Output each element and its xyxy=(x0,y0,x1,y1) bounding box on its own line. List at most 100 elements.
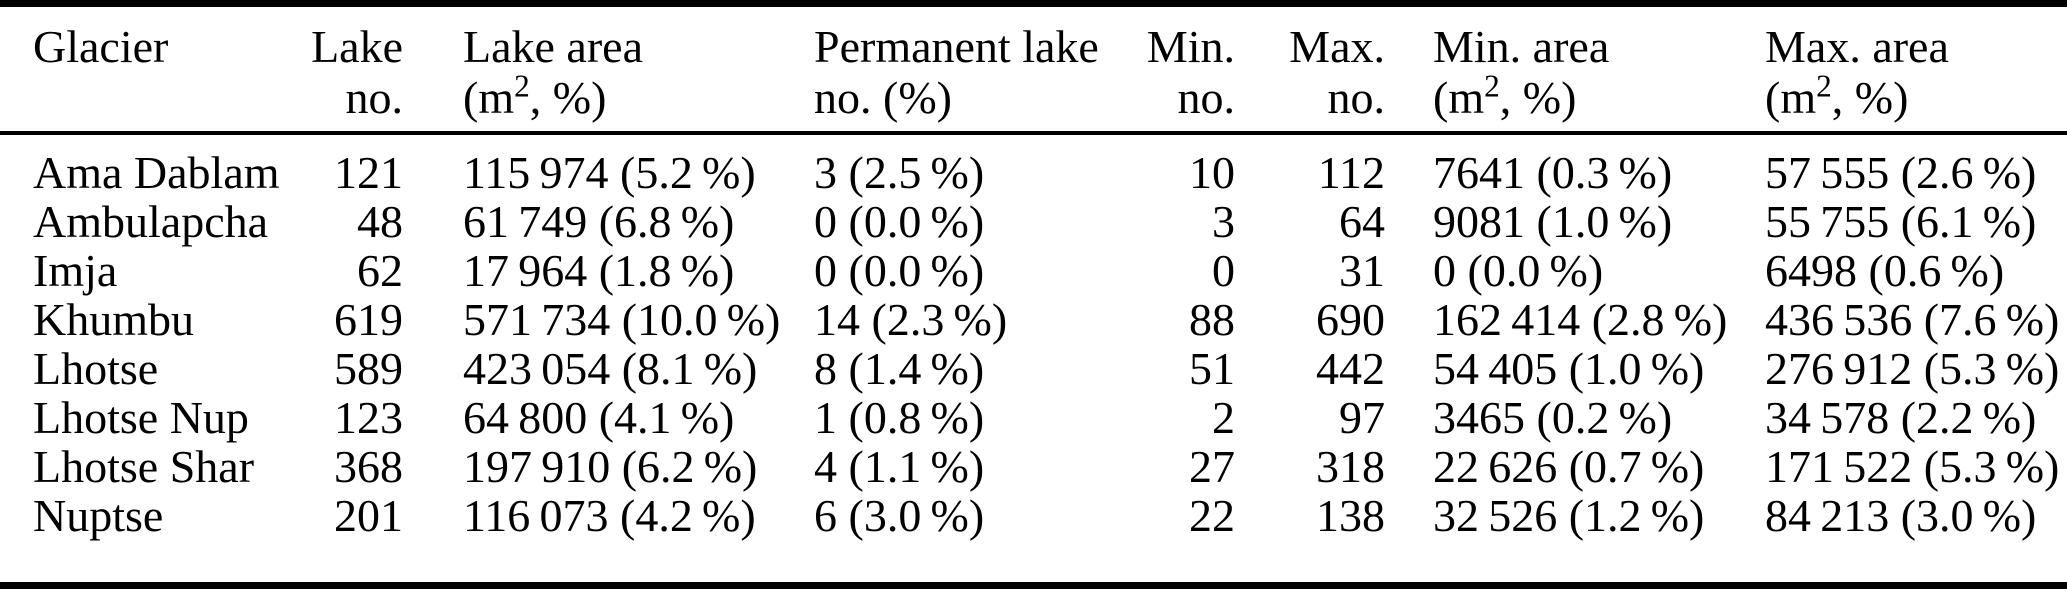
cell-lake-no: 62 xyxy=(357,245,403,296)
header-min-no: Min. no. xyxy=(1115,4,1235,134)
cell-glacier: Lhotse Shar xyxy=(33,441,255,492)
cell-glacier: Nuptse xyxy=(33,490,164,541)
cell-max-no: 31 xyxy=(1339,245,1385,296)
cell-lake-no: 123 xyxy=(334,392,403,443)
cell-permanent-lake: 3 (2.5 %) xyxy=(814,147,985,198)
unit-post: , %) xyxy=(529,72,607,123)
cell-lake-area: 61 749 (6.8 %) xyxy=(463,196,735,247)
cell-max-no: 112 xyxy=(1317,147,1385,198)
cell-permanent-lake: 6 (3.0 %) xyxy=(814,490,985,541)
table-row: Nuptse 201 116 073 (4.2 %) 6 (3.0 %) 22 138 32… xyxy=(0,491,2067,586)
cell-lake-area: 116 073 (4.2 %) xyxy=(463,490,756,541)
header-label: Permanent lake xyxy=(814,21,1099,72)
table-row: Ambulapcha 48 61 749 (6.8 %) 0 (0.0 %) 3 64 90… xyxy=(0,197,2067,246)
header-label: Min. area xyxy=(1433,21,1610,72)
cell-min-no: 10 xyxy=(1189,147,1235,198)
cell-min-area: 54 405 (1.0 %) xyxy=(1433,343,1705,394)
cell-lake-area: 115 974 (5.2 %) xyxy=(463,147,756,198)
table-body: Ama Dablam 121 115 974 (5.2 %) 3 (2.5 %) 10 1… xyxy=(0,133,2067,586)
cell-min-no: 27 xyxy=(1189,441,1235,492)
header-lake-no: Lake no. xyxy=(250,4,403,134)
unit-pre: (m xyxy=(463,72,515,123)
header-label: Lake area xyxy=(463,21,644,72)
cell-max-no: 690 xyxy=(1316,294,1385,345)
cell-lake-no: 201 xyxy=(334,490,403,541)
unit-pre: (m xyxy=(1765,72,1817,123)
cell-lake-no: 121 xyxy=(334,147,403,198)
table-row: Lhotse Nup 123 64 800 (4.1 %) 1 (0.8 %) 2 97 3… xyxy=(0,393,2067,442)
unit-pre: (m xyxy=(1433,72,1485,123)
cell-min-no: 2 xyxy=(1212,392,1235,443)
cell-permanent-lake: 14 (2.3 %) xyxy=(814,294,1008,345)
cell-glacier: Ama Dablam xyxy=(33,147,280,198)
cell-max-area: 34 578 (2.2 %) xyxy=(1765,392,2037,443)
table-row: Ama Dablam 121 115 974 (5.2 %) 3 (2.5 %) 10 1… xyxy=(0,133,2067,197)
header-glacier: Glacier xyxy=(0,4,250,134)
cell-lake-area: 423 054 (8.1 %) xyxy=(463,343,758,394)
cell-permanent-lake: 8 (1.4 %) xyxy=(814,343,985,394)
cell-max-area: 6498 (0.6 %) xyxy=(1765,245,2005,296)
header-sublabel: no. (%) xyxy=(814,72,952,123)
cell-max-area: 55 755 (6.1 %) xyxy=(1765,196,2037,247)
cell-min-area: 162 414 (2.8 %) xyxy=(1433,294,1728,345)
table-row: Lhotse Shar 368 197 910 (6.2 %) 4 (1.1 %) 27… xyxy=(0,442,2067,491)
header-sublabel: no. xyxy=(345,72,404,123)
table-header: Glacier Lake no. Lake area (m2, %) Perma… xyxy=(0,4,2067,134)
cell-permanent-lake: 0 (0.0 %) xyxy=(814,245,985,296)
header-label: Max. area xyxy=(1765,21,1949,72)
cell-min-area: 9081 (1.0 %) xyxy=(1433,196,1673,247)
header-sublabel: no. xyxy=(1327,72,1386,123)
header-row: Glacier Lake no. Lake area (m2, %) Perma… xyxy=(0,4,2067,134)
cell-lake-area: 17 964 (1.8 %) xyxy=(463,245,735,296)
cell-glacier: Ambulapcha xyxy=(33,196,269,247)
cell-lake-no: 619 xyxy=(334,294,403,345)
header-max-area: Max. area (m2, %) xyxy=(1765,4,2067,134)
cell-max-area: 276 912 (5.3 %) xyxy=(1765,343,2060,394)
cell-lake-no: 48 xyxy=(357,196,403,247)
cell-lake-no: 589 xyxy=(334,343,403,394)
cell-glacier: Lhotse Nup xyxy=(33,392,249,443)
cell-max-no: 318 xyxy=(1316,441,1385,492)
header-permanent-lake: Permanent lake no. (%) xyxy=(800,4,1115,134)
cell-min-area: 22 626 (0.7 %) xyxy=(1433,441,1705,492)
cell-max-area: 436 536 (7.6 %) xyxy=(1765,294,2060,345)
cell-lake-area: 571 734 (10.0 %) xyxy=(463,294,781,345)
cell-max-no: 138 xyxy=(1316,490,1385,541)
cell-permanent-lake: 4 (1.1 %) xyxy=(814,441,985,492)
table-row: Khumbu 619 571 734 (10.0 %) 14 (2.3 %) 88 690… xyxy=(0,295,2067,344)
unit-post: , %) xyxy=(1499,72,1577,123)
unit-superscript: 2 xyxy=(514,68,530,104)
cell-permanent-lake: 0 (0.0 %) xyxy=(814,196,985,247)
cell-min-no: 88 xyxy=(1189,294,1235,345)
table-row: Lhotse 589 423 054 (8.1 %) 8 (1.4 %) 51 442 54… xyxy=(0,344,2067,393)
cell-glacier: Imja xyxy=(33,245,118,296)
cell-min-no: 51 xyxy=(1189,343,1235,394)
cell-min-area: 32 526 (1.2 %) xyxy=(1433,490,1705,541)
cell-min-no: 0 xyxy=(1212,245,1235,296)
unit-post: , %) xyxy=(1831,72,1909,123)
cell-min-area: 0 (0.0 %) xyxy=(1433,245,1604,296)
header-unit: (m2, %) xyxy=(463,68,800,123)
unit-superscript: 2 xyxy=(1816,68,1832,104)
header-sublabel: no. xyxy=(1177,72,1236,123)
unit-superscript: 2 xyxy=(1484,68,1500,104)
header-label: Lake xyxy=(311,21,403,72)
header-unit: (m2, %) xyxy=(1765,68,2067,123)
cell-lake-area: 197 910 (6.2 %) xyxy=(463,441,758,492)
cell-max-area: 171 522 (5.3 %) xyxy=(1765,441,2060,492)
cell-max-no: 442 xyxy=(1316,343,1385,394)
header-max-no: Max. no. xyxy=(1235,4,1385,134)
header-unit: (m2, %) xyxy=(1433,68,1765,123)
header-min-area: Min. area (m2, %) xyxy=(1385,4,1765,134)
cell-glacier: Khumbu xyxy=(33,294,194,345)
header-label: Max. xyxy=(1289,21,1385,72)
table-row: Imja 62 17 964 (1.8 %) 0 (0.0 %) 0 31 0 (0.0 %… xyxy=(0,246,2067,295)
cell-min-no: 3 xyxy=(1212,196,1235,247)
cell-max-no: 97 xyxy=(1339,392,1385,443)
cell-glacier: Lhotse xyxy=(33,343,159,394)
header-label: Glacier xyxy=(33,21,169,72)
cell-max-no: 64 xyxy=(1339,196,1385,247)
cell-lake-no: 368 xyxy=(334,441,403,492)
